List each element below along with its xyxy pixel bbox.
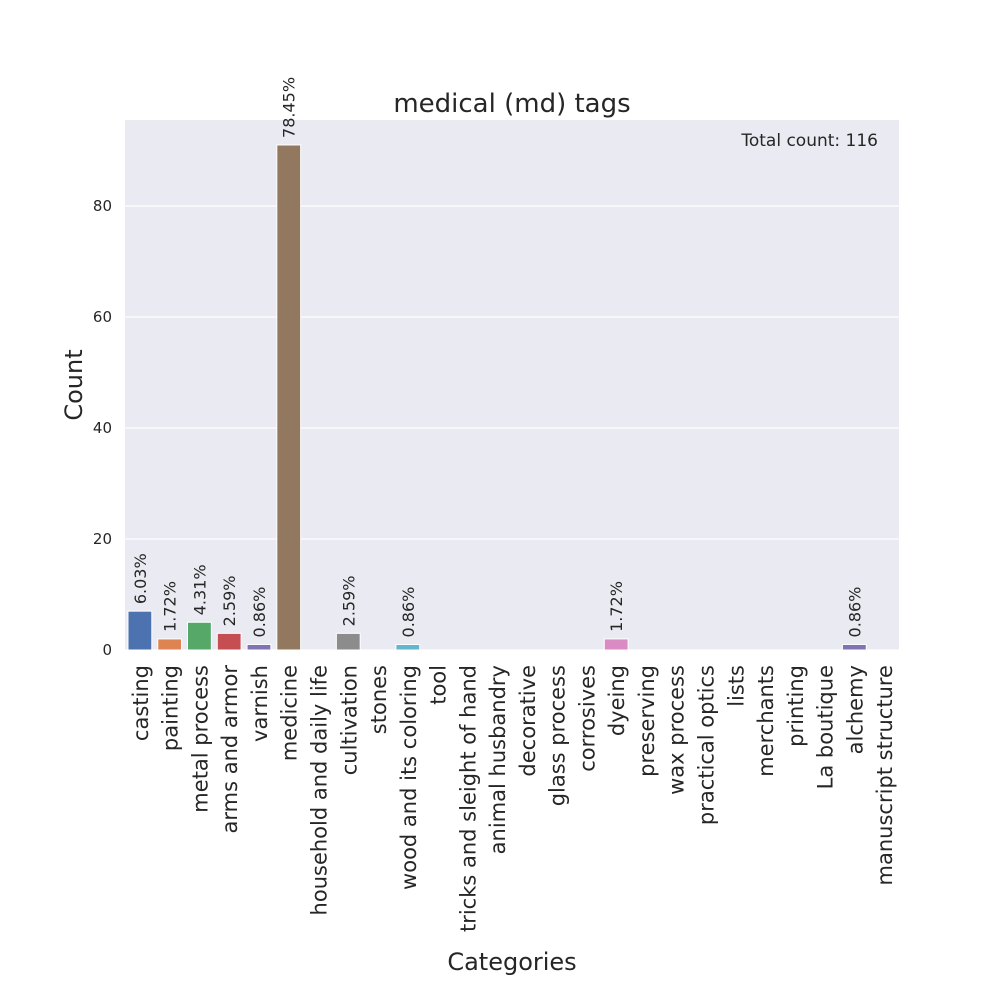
bar-percentage-labels: 6.03% 1.72% 4.31% 2.59% 0.86% 78.45% 2.59% 0.86… <box>131 77 864 637</box>
bar-value-label: 78.45% <box>280 77 299 138</box>
total-count-annotation: Total count: 116 <box>740 131 878 151</box>
x-tick-label: casting <box>129 665 153 741</box>
bar <box>216 632 242 651</box>
y-axis-title: Count <box>60 349 88 420</box>
bar-value-label: 1.72% <box>161 581 180 632</box>
bar-value-label: 1.72% <box>607 581 626 632</box>
x-tick-label: preserving <box>635 665 659 777</box>
x-tick-label: household and daily life <box>308 665 332 915</box>
bar <box>127 610 153 651</box>
x-tick-label: wood and its coloring <box>397 665 421 890</box>
bar <box>841 643 867 651</box>
x-tick-label: La boutique <box>814 665 838 789</box>
bar-value-label: 6.03% <box>131 553 150 604</box>
bar-value-label: 4.31% <box>190 564 209 615</box>
x-tick-label: varnish <box>248 665 272 742</box>
x-tick-label: tool <box>427 665 451 705</box>
bar <box>246 643 272 651</box>
x-axis-ticks: casting painting metal process arms and arm… <box>129 665 897 932</box>
bar <box>335 632 361 651</box>
x-tick-label: practical optics <box>695 665 719 825</box>
bar-value-label: 0.86% <box>845 587 864 638</box>
y-tick-label: 0 <box>102 641 112 659</box>
bar-value-label: 2.59% <box>220 576 239 627</box>
y-tick-label: 60 <box>93 308 112 326</box>
bar <box>603 638 629 651</box>
bar-value-label: 0.86% <box>250 587 269 638</box>
x-tick-label: glass process <box>546 665 570 806</box>
x-tick-label: tricks and sleight of hand <box>456 665 480 932</box>
bar <box>276 144 302 651</box>
y-axis-ticks: 0 20 40 60 80 <box>93 197 112 659</box>
bar <box>157 638 183 651</box>
x-tick-label: wax process <box>665 665 689 795</box>
x-axis-title: Categories <box>447 948 576 976</box>
y-tick-label: 40 <box>93 419 112 437</box>
x-tick-label: alchemy <box>843 665 867 754</box>
y-tick-label: 80 <box>93 197 112 215</box>
x-tick-label: metal process <box>188 665 212 813</box>
x-tick-label: manuscript structure <box>873 665 897 885</box>
x-tick-label: dyeing <box>605 665 629 736</box>
bar <box>395 643 421 651</box>
x-tick-label: printing <box>784 665 808 747</box>
bar <box>187 621 212 651</box>
plot-area <box>125 120 899 650</box>
bar-value-label: 2.59% <box>339 576 358 627</box>
y-tick-label: 20 <box>93 530 112 548</box>
x-tick-label: stones <box>367 665 391 734</box>
x-tick-label: cultivation <box>337 665 361 775</box>
x-tick-label: medicine <box>278 665 302 761</box>
grid-lines <box>125 205 899 651</box>
x-tick-label: painting <box>159 665 183 751</box>
chart-title: medical (md) tags <box>393 89 630 119</box>
x-tick-label: arms and armor <box>218 665 242 834</box>
x-tick-label: animal husbandry <box>486 665 510 854</box>
x-tick-label: lists <box>724 665 748 707</box>
x-tick-label: corrosives <box>575 665 599 772</box>
bar-value-label: 0.86% <box>399 587 418 638</box>
bars <box>127 144 867 651</box>
x-tick-label: decorative <box>516 665 540 777</box>
x-tick-label: merchants <box>754 665 778 777</box>
